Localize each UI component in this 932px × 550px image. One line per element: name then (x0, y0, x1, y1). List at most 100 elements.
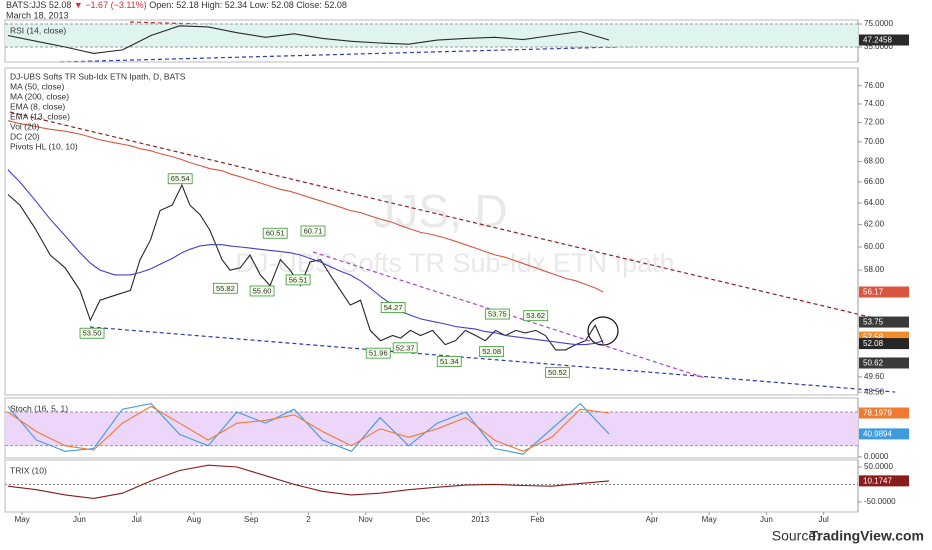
legend-entry: MA (50, close) (10, 81, 64, 91)
pivot-box (392, 342, 418, 354)
price-badge-label: 50.62 (863, 359, 884, 368)
pivot-label: 54.27 (384, 303, 403, 312)
x-tick-label: May (15, 515, 30, 524)
y-tick-label: 49.60 (864, 372, 885, 381)
price-badge-label: 53.75 (863, 318, 884, 327)
x-tick-label: Feb (531, 515, 545, 524)
series-line (7, 120, 604, 293)
y-tick-label: 48.50 (864, 387, 885, 396)
last-value-badge (859, 34, 909, 46)
pivot-label: 52.37 (396, 343, 415, 352)
pivot-label: 55.82 (216, 284, 235, 293)
series-line (7, 402, 610, 455)
quote-ohlc: Open: 52.18 High: 52.34 Low: 52.08 Close… (149, 0, 347, 10)
legend-entry: DC (20) (10, 131, 40, 141)
price-badge-label: 52.58 (863, 333, 884, 342)
pivot-box (523, 310, 549, 322)
pivot-label: 60.51 (266, 229, 285, 238)
x-tick-label: 2013 (471, 515, 489, 524)
x-tick-label: Nov (359, 515, 373, 524)
watermark-ticker: JJS, D (372, 185, 507, 237)
pane-frame (4, 459, 859, 513)
pivot-box (285, 274, 311, 286)
watermark-name: DJ-UBS Softs TR Sub-Idx ETN Ipath (235, 248, 674, 278)
x-tick-label: Jul (132, 515, 142, 524)
last-value-badge-label: 52.08 (863, 339, 884, 348)
last-value-badge-label: 47.2458 (863, 36, 892, 45)
y-tick-label: -50.0000 (864, 497, 896, 506)
series-line (7, 464, 610, 499)
pivot-label: 53.75 (488, 310, 507, 319)
last-value-badge-label: 10.1747 (863, 476, 892, 485)
source-name: TradingView.com (810, 528, 924, 544)
pivot-label: 52.08 (482, 347, 501, 356)
y-tick-label: 74.00 (864, 99, 885, 108)
y-tick-label: 72.00 (864, 118, 885, 127)
y-tick-label: 50.0000 (864, 462, 893, 471)
legend-entry: Vol (20) (10, 121, 39, 131)
x-tick-label: Apr (646, 515, 659, 524)
x-tick-label: Jul (819, 515, 829, 524)
source-label: Source: (772, 528, 820, 544)
trend-line (9, 111, 896, 324)
band (5, 24, 858, 48)
x-tick-label: Jun (73, 515, 86, 524)
y-tick-label: 70.00 (864, 137, 885, 146)
legend-entry: Pivots HL (10, 10) (10, 141, 78, 151)
pivot-box (262, 227, 288, 239)
legend-entry: MA (200, close) (10, 91, 69, 101)
highlight-circle (587, 316, 619, 346)
pivot-label: 53.62 (526, 311, 545, 320)
pivot-box (249, 285, 275, 297)
pivot-label: 65.54 (171, 174, 190, 183)
price-badge (859, 331, 909, 343)
series-line (7, 183, 604, 351)
y-tick-label: 0.0000 (864, 452, 889, 461)
series-line (7, 169, 604, 346)
last-value-badge-label: 78.1979 (863, 409, 892, 418)
x-tick-label: 2 (306, 515, 311, 524)
last-value-badge-label: 40.9894 (863, 430, 892, 439)
pivot-box (365, 347, 391, 359)
y-tick-label: 62.00 (864, 220, 885, 229)
y-tick-label: 58.00 (864, 265, 885, 274)
last-value-badge (859, 286, 909, 298)
price-badge (859, 357, 909, 369)
pivot-label: 51.96 (369, 349, 388, 358)
x-tick-label: Aug (187, 515, 201, 524)
pivot-box (484, 308, 510, 320)
y-tick-label: 75.0000 (864, 19, 893, 28)
quote-change: ▼ −1.67 (−3.11%) (74, 0, 147, 10)
quote-header: BATS:JJS 52.08 ▼ −1.67 (−3.11%) Open: 52… (6, 0, 347, 10)
pivot-label: 53.50 (83, 329, 102, 338)
y-tick-label: 76.00 (864, 81, 885, 90)
series-line (7, 25, 610, 54)
pivot-box (167, 173, 193, 185)
legend-entry: EMA (13, close) (10, 111, 70, 121)
pivot-box (213, 282, 238, 294)
pivot-label: 60.71 (304, 226, 323, 235)
series-line (7, 405, 610, 452)
pivot-box (79, 327, 105, 339)
y-tick-label: 68.00 (864, 157, 885, 166)
pivot-label: 51.34 (440, 357, 459, 366)
quote-date: March 18, 2013 (6, 10, 69, 20)
x-tick-label: May (702, 515, 717, 524)
pivot-box (380, 302, 406, 313)
x-tick-label: Jun (760, 515, 773, 524)
last-value-badge-label: 56.17 (863, 288, 884, 297)
price-badge (859, 316, 909, 328)
trend-line (89, 326, 896, 393)
y-tick-label: 35.0000 (864, 42, 893, 51)
last-value-badge (859, 407, 909, 419)
quote-symbol: BATS:JJS 52.08 (6, 0, 71, 10)
y-tick-label: 64.00 (864, 198, 885, 207)
pivot-label: 55.60 (253, 286, 272, 295)
x-tick-label: Sep (244, 515, 259, 524)
y-tick-label: 60.00 (864, 242, 885, 251)
last-value-badge (859, 475, 909, 487)
pane-title: Stoch (16, 5, 1) (10, 403, 68, 413)
legend-entry: EMA (8, close) (10, 101, 65, 111)
